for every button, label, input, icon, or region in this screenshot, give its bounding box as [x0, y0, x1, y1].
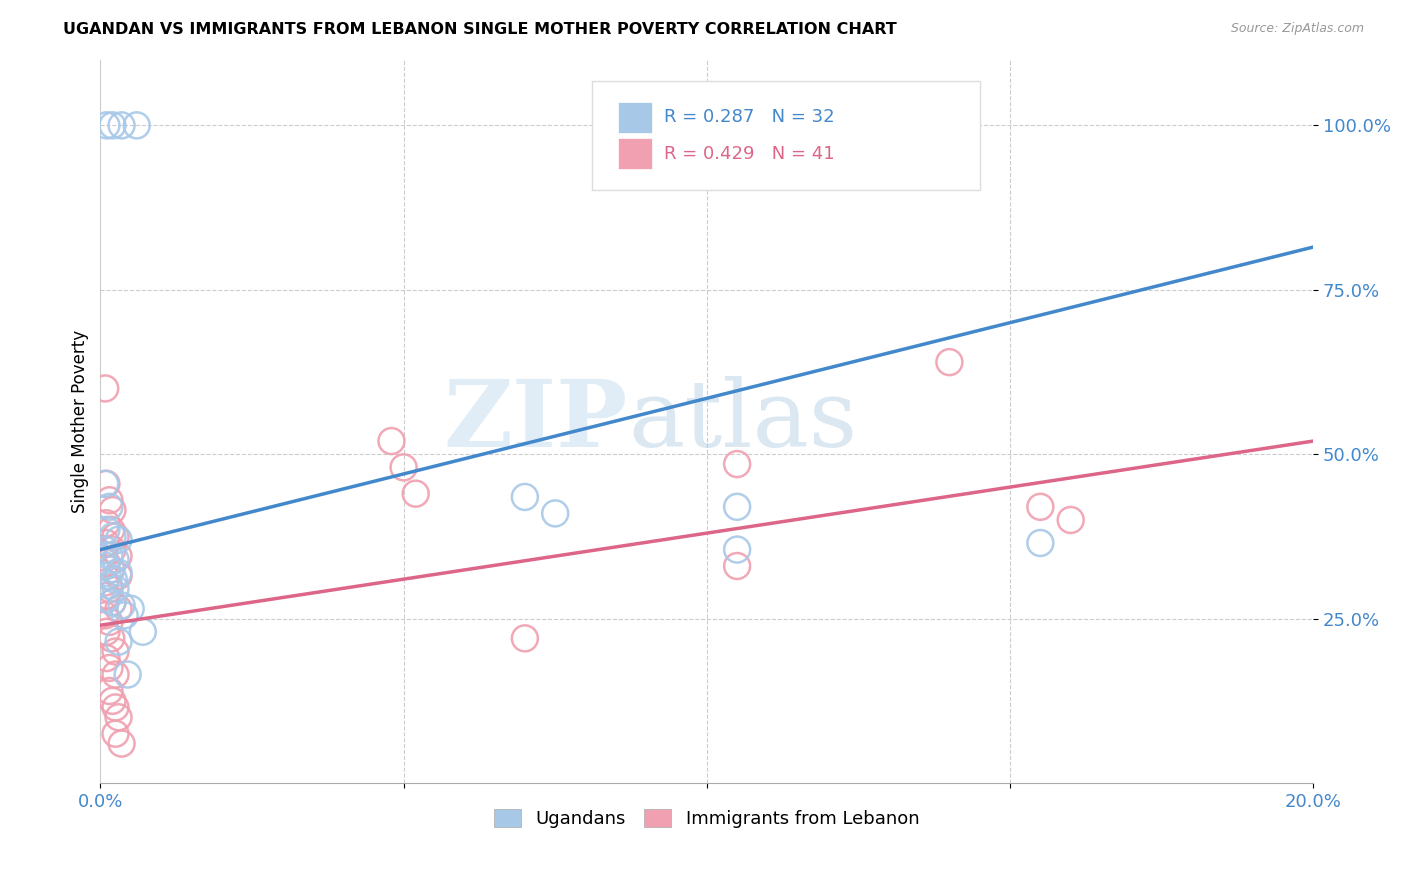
Point — [1029, 500, 1052, 514]
Point — [96, 589, 118, 603]
Point — [938, 355, 960, 369]
Point — [107, 533, 129, 547]
Point — [104, 582, 127, 596]
Point — [101, 595, 124, 609]
Point — [107, 549, 129, 563]
Point — [392, 460, 415, 475]
Point — [107, 710, 129, 724]
Legend: Ugandans, Immigrants from Lebanon: Ugandans, Immigrants from Lebanon — [486, 802, 927, 836]
Point — [96, 119, 118, 133]
Point — [125, 119, 148, 133]
Text: atlas: atlas — [628, 376, 858, 467]
Point — [101, 542, 124, 557]
Point — [380, 434, 402, 448]
FancyBboxPatch shape — [619, 138, 652, 169]
Point — [725, 559, 748, 574]
Point — [104, 552, 127, 566]
Point — [405, 486, 427, 500]
Point — [96, 559, 118, 574]
Point — [513, 632, 536, 646]
Point — [96, 516, 118, 531]
FancyBboxPatch shape — [619, 103, 652, 133]
Point — [98, 549, 121, 563]
Point — [132, 624, 155, 639]
Point — [120, 601, 142, 615]
Point — [104, 727, 127, 741]
FancyBboxPatch shape — [592, 81, 980, 190]
Point — [101, 503, 124, 517]
Point — [110, 599, 132, 613]
Point — [107, 634, 129, 648]
Point — [725, 500, 748, 514]
Point — [98, 579, 121, 593]
Point — [107, 566, 129, 580]
Point — [98, 493, 121, 508]
Text: UGANDAN VS IMMIGRANTS FROM LEBANON SINGLE MOTHER POVERTY CORRELATION CHART: UGANDAN VS IMMIGRANTS FROM LEBANON SINGL… — [63, 22, 897, 37]
Text: ZIP: ZIP — [444, 376, 628, 467]
Point — [96, 556, 118, 570]
Point — [110, 119, 132, 133]
Point — [94, 381, 117, 395]
Point — [94, 542, 117, 557]
Point — [100, 562, 122, 576]
Point — [101, 595, 124, 609]
Point — [107, 569, 129, 583]
Point — [1029, 536, 1052, 550]
Point — [117, 667, 139, 681]
Point — [107, 601, 129, 615]
Point — [544, 507, 567, 521]
Point — [96, 651, 118, 665]
Point — [110, 737, 132, 751]
Point — [94, 608, 117, 623]
Point — [104, 700, 127, 714]
Point — [94, 575, 117, 590]
Text: Source: ZipAtlas.com: Source: ZipAtlas.com — [1230, 22, 1364, 36]
Point — [114, 608, 136, 623]
Point — [104, 667, 127, 681]
Point — [100, 562, 122, 576]
Point — [98, 500, 121, 514]
Point — [98, 615, 121, 629]
Point — [101, 529, 124, 543]
Point — [101, 119, 124, 133]
Point — [104, 529, 127, 543]
Point — [725, 457, 748, 471]
Point — [103, 572, 125, 586]
Point — [97, 569, 120, 583]
Point — [96, 523, 118, 537]
Point — [1060, 513, 1083, 527]
Point — [96, 624, 118, 639]
Text: R = 0.287   N = 32: R = 0.287 N = 32 — [665, 109, 835, 127]
Point — [101, 694, 124, 708]
Point — [98, 582, 121, 596]
Point — [98, 661, 121, 675]
Point — [96, 591, 118, 606]
Y-axis label: Single Mother Poverty: Single Mother Poverty — [72, 330, 89, 513]
Point — [725, 542, 748, 557]
Point — [98, 684, 121, 698]
Point — [104, 644, 127, 658]
Point — [96, 476, 118, 491]
Point — [513, 490, 536, 504]
Point — [100, 632, 122, 646]
Text: R = 0.429   N = 41: R = 0.429 N = 41 — [665, 145, 835, 162]
Point — [96, 536, 118, 550]
Point — [100, 523, 122, 537]
Point — [94, 476, 117, 491]
